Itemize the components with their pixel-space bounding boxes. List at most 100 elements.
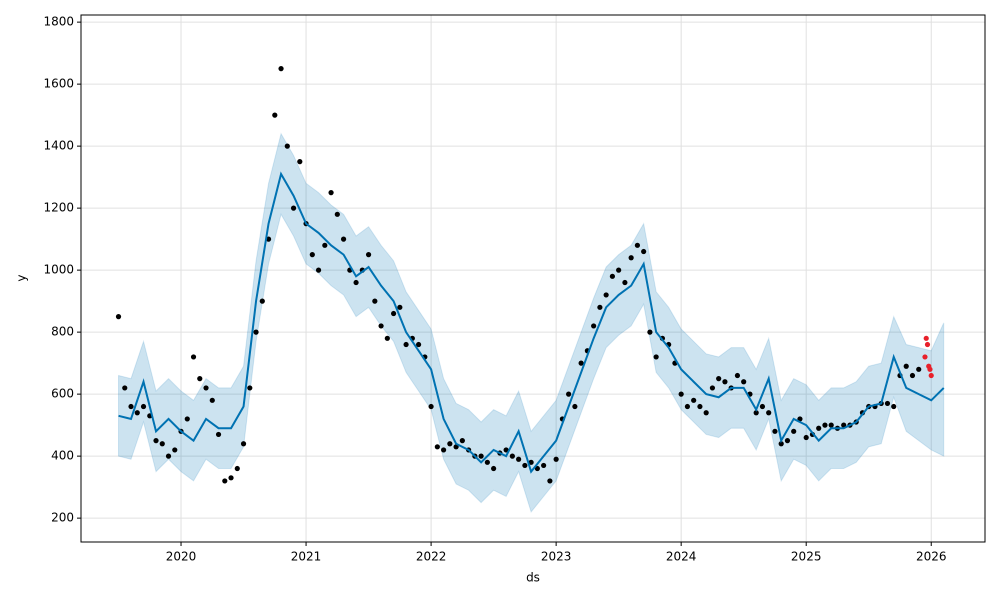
observed-point <box>397 304 403 310</box>
x-tick-label: 2024 <box>666 550 697 564</box>
x-tick-label: 2022 <box>416 550 447 564</box>
observed-point <box>884 400 891 407</box>
x-axis-label: ds <box>526 571 540 585</box>
observed-point <box>703 410 709 416</box>
observed-point <box>822 422 828 428</box>
observed-point <box>134 410 140 416</box>
observed-point <box>278 66 284 72</box>
observed-point <box>709 385 716 391</box>
y-tick-label: 600 <box>51 387 74 401</box>
observed-point <box>734 372 741 379</box>
observed-point <box>284 143 290 149</box>
observed-point <box>240 441 247 447</box>
observed-point <box>678 391 684 397</box>
y-tick-label: 200 <box>51 511 74 525</box>
observed-point <box>122 385 128 391</box>
observed-point <box>390 310 397 317</box>
observed-point <box>234 465 240 472</box>
uncertainty-band <box>118 132 945 513</box>
observed-point <box>297 159 303 165</box>
observed-point <box>816 425 822 431</box>
observed-point <box>259 298 265 304</box>
recent-point <box>923 335 929 341</box>
observed-point <box>516 456 522 462</box>
observed-point <box>203 385 209 391</box>
observed-point <box>372 298 378 304</box>
observed-point <box>622 279 628 286</box>
observed-point <box>803 434 809 441</box>
observed-point <box>753 410 759 416</box>
observed-point <box>190 354 197 360</box>
recent-point <box>928 372 934 379</box>
observed-point <box>891 403 897 410</box>
observed-point <box>441 447 447 453</box>
x-tick-label: 2026 <box>916 550 947 564</box>
observed-point <box>684 403 691 410</box>
observed-point <box>272 112 278 118</box>
observed-point <box>172 447 178 453</box>
observed-point <box>766 410 772 416</box>
y-tick-label: 1400 <box>43 139 74 153</box>
observed-point <box>478 453 484 459</box>
y-tick-label: 1800 <box>43 15 74 29</box>
observed-point <box>528 459 534 465</box>
observed-point <box>741 379 747 385</box>
observed-point <box>772 428 778 434</box>
observed-point <box>778 441 784 447</box>
x-tick-label: 2023 <box>541 550 572 564</box>
observed-point <box>503 447 509 453</box>
observed-point <box>841 422 847 428</box>
observed-point <box>165 453 172 459</box>
observed-point <box>509 453 515 459</box>
y-tick-label: 400 <box>51 449 74 463</box>
observed-point <box>797 416 803 422</box>
observed-point <box>290 205 297 211</box>
y-tick-label: 1200 <box>43 201 74 215</box>
observed-point <box>353 279 359 286</box>
recent-point <box>924 341 931 348</box>
observed-point <box>378 323 384 329</box>
y-tick-label: 1000 <box>43 263 74 277</box>
observed-point <box>153 438 159 444</box>
observed-point <box>365 252 372 258</box>
observed-point <box>384 335 390 341</box>
observed-point <box>553 456 559 462</box>
observed-point <box>334 211 340 217</box>
observed-point <box>572 403 578 410</box>
observed-point <box>491 465 497 472</box>
observed-point <box>115 314 122 320</box>
forecast-line <box>118 171 945 474</box>
observed-point <box>459 438 465 444</box>
observed-point <box>591 323 597 329</box>
observed-point <box>415 341 422 348</box>
observed-point <box>547 478 553 484</box>
observed-point <box>534 465 540 472</box>
x-tick-label: 2020 <box>166 550 197 564</box>
observed-point <box>228 475 234 481</box>
observed-point <box>566 391 572 397</box>
observed-point <box>541 462 547 469</box>
observed-point <box>578 360 584 366</box>
observed-point <box>909 372 916 379</box>
observed-point <box>784 438 791 444</box>
observed-point <box>428 403 434 410</box>
observed-point <box>140 403 147 410</box>
observed-point <box>253 329 259 335</box>
observed-point <box>634 242 641 248</box>
observed-point <box>522 462 528 469</box>
y-tick-label: 1600 <box>43 77 74 91</box>
observed-point <box>453 444 459 450</box>
observed-point <box>340 236 347 242</box>
observed-point <box>609 273 615 279</box>
observed-point <box>197 376 203 382</box>
observed-point <box>791 428 797 434</box>
observed-point <box>653 354 659 360</box>
observed-point <box>209 397 215 403</box>
recent-point <box>927 366 933 372</box>
observed-point <box>215 431 222 438</box>
observed-point <box>447 441 453 447</box>
observed-point <box>616 267 622 273</box>
observed-point <box>641 248 647 255</box>
observed-point <box>628 255 634 261</box>
